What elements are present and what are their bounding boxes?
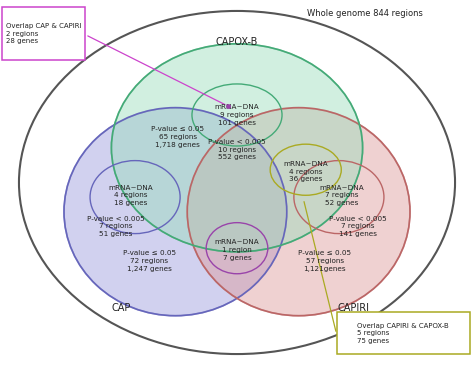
- Text: P-value ≤ 0.05
57 regions
1,121genes: P-value ≤ 0.05 57 regions 1,121genes: [298, 250, 351, 272]
- Text: P-value ≤ 0.05
72 regions
1,247 genes: P-value ≤ 0.05 72 regions 1,247 genes: [123, 250, 176, 272]
- Text: CAP: CAP: [111, 303, 130, 314]
- FancyBboxPatch shape: [2, 7, 85, 60]
- Text: P-value < 0.005
10 regions
552 genes: P-value < 0.005 10 regions 552 genes: [208, 139, 266, 160]
- Text: mRNA~DNA
7 regions
52 genes: mRNA~DNA 7 regions 52 genes: [319, 185, 364, 206]
- Text: P-value < 0.005
7 regions
51 genes: P-value < 0.005 7 regions 51 genes: [87, 216, 145, 237]
- Ellipse shape: [111, 44, 363, 252]
- Text: CAPOX-B: CAPOX-B: [216, 37, 258, 47]
- Text: Overlap CAP & CAPIRI
2 regions
28 genes: Overlap CAP & CAPIRI 2 regions 28 genes: [6, 23, 82, 44]
- Ellipse shape: [187, 108, 410, 316]
- Text: mRNA~DNA
1 region
7 genes: mRNA~DNA 1 region 7 genes: [215, 239, 259, 261]
- Ellipse shape: [64, 108, 287, 316]
- Text: Whole genome 844 regions: Whole genome 844 regions: [307, 9, 423, 18]
- Text: Overlap CAPIRI & CAPOX-B
5 regions
75 genes: Overlap CAPIRI & CAPOX-B 5 regions 75 ge…: [357, 323, 449, 343]
- Text: CAPIRI: CAPIRI: [337, 303, 369, 314]
- Text: mRNA~DNA
4 regions
18 genes: mRNA~DNA 4 regions 18 genes: [108, 185, 153, 206]
- Text: mRNA~DNA
4 regions
36 genes: mRNA~DNA 4 regions 36 genes: [283, 161, 328, 182]
- FancyBboxPatch shape: [337, 312, 470, 354]
- Text: P-value ≤ 0.05
65 regions
1,718 genes: P-value ≤ 0.05 65 regions 1,718 genes: [151, 126, 204, 147]
- Text: P-value < 0.005
7 regions
141 genes: P-value < 0.005 7 regions 141 genes: [329, 216, 387, 237]
- Text: mRNA~DNA
9 regions
101 genes: mRNA~DNA 9 regions 101 genes: [215, 104, 259, 126]
